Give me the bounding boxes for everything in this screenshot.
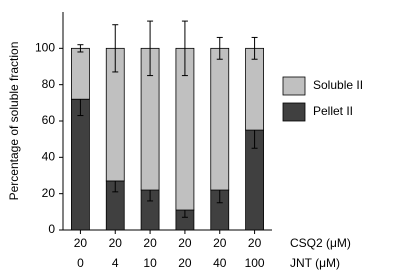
x-tick-label: 20 [74, 236, 88, 250]
x-tick-label: 20 [143, 236, 157, 250]
x-tick-label: 20 [109, 236, 123, 250]
y-tick-label: 100 [35, 41, 55, 55]
legend-label: Soluble II [313, 78, 363, 92]
legend-label: Pellet II [313, 104, 353, 118]
error-bar [251, 36, 258, 60]
error-bar [181, 20, 188, 77]
error-bar [77, 44, 84, 53]
y-tick-label: 40 [42, 150, 56, 164]
x-tick-label: 20 [178, 236, 192, 250]
x-tick-label: 40 [213, 256, 227, 270]
x-tick-label: 4 [112, 256, 119, 270]
y-tick-label: 60 [42, 113, 56, 127]
x-tick-label: 20 [213, 236, 227, 250]
bar-segment [71, 98, 90, 231]
x-tick-label: 10 [143, 256, 157, 270]
error-bar [147, 20, 154, 77]
legend-swatch [282, 102, 306, 122]
x-tick-label: 100 [245, 256, 265, 270]
bar-segment [210, 47, 230, 191]
bar-segment [245, 47, 264, 131]
y-tick-label: 80 [42, 77, 56, 91]
error-bar [216, 36, 223, 60]
y-tick-label: 0 [48, 222, 55, 236]
category-row-label: JNT (μM) [290, 256, 340, 270]
x-tick-label: 20 [248, 236, 262, 250]
bar-segment [71, 47, 90, 100]
x-tick-label: 0 [77, 256, 84, 270]
legend-swatch [282, 76, 306, 96]
error-bar [112, 24, 119, 73]
x-tick-label: 20 [178, 256, 192, 270]
y-tick-label: 20 [42, 186, 56, 200]
category-row-label: CSQ2 (μM) [290, 236, 351, 250]
y-axis-label: Percentage of soluble fraction [7, 42, 21, 201]
